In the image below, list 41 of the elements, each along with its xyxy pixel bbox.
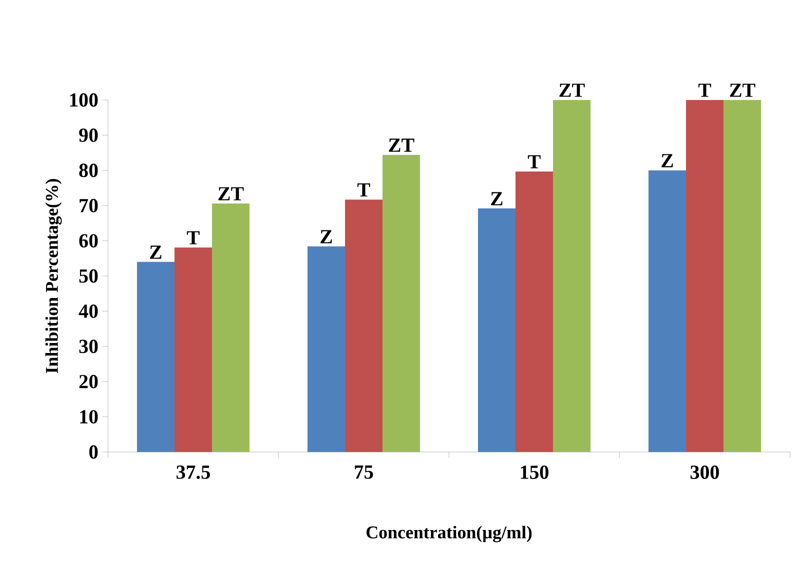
bar: [174, 247, 212, 452]
bar: [212, 203, 250, 452]
y-tick-label: 70: [80, 198, 98, 212]
y-tick-label: 60: [79, 234, 98, 248]
y-tick-label: 20: [79, 374, 98, 388]
text: T: [357, 183, 370, 196]
y-axis-title: Inhibition Percentage(%): [45, 179, 62, 374]
series-label: ZT: [388, 138, 414, 152]
x-axis-title: Concentration(µg/ml): [366, 526, 532, 542]
y-tick-label: 90: [79, 128, 98, 142]
text: Z: [491, 192, 502, 206]
bar: [724, 100, 762, 452]
series-label: Z: [150, 246, 162, 259]
bar: [515, 171, 554, 452]
text: Z: [662, 154, 673, 168]
text: T: [186, 231, 200, 244]
y-tick-label: 10: [80, 410, 98, 424]
bar: [686, 100, 724, 452]
bar: [344, 200, 383, 452]
text: T: [528, 155, 541, 168]
x-tick-label: 37.5: [176, 466, 210, 479]
x-tick-label: 75: [354, 466, 373, 479]
bar: [648, 170, 686, 452]
text: Z: [320, 230, 332, 244]
y-tick-label: 40: [78, 304, 98, 318]
y-tick-label: 80: [79, 164, 98, 178]
series-label: T: [698, 84, 712, 97]
bar: [553, 100, 591, 452]
x-tick-label: 150: [520, 466, 548, 479]
y-tick-label: 30: [79, 340, 98, 354]
y-tick-label: 50: [79, 269, 98, 283]
bar: [382, 154, 420, 452]
bar: [478, 208, 516, 452]
bar: [307, 246, 345, 452]
y-tick-label: 100: [70, 93, 98, 107]
y-tick-label: 0: [89, 445, 98, 459]
x-tick-label: 300: [690, 466, 719, 479]
text: ZT: [218, 187, 244, 200]
text: ZT: [730, 84, 756, 97]
bar: [136, 262, 174, 452]
text: ZT: [559, 84, 585, 97]
